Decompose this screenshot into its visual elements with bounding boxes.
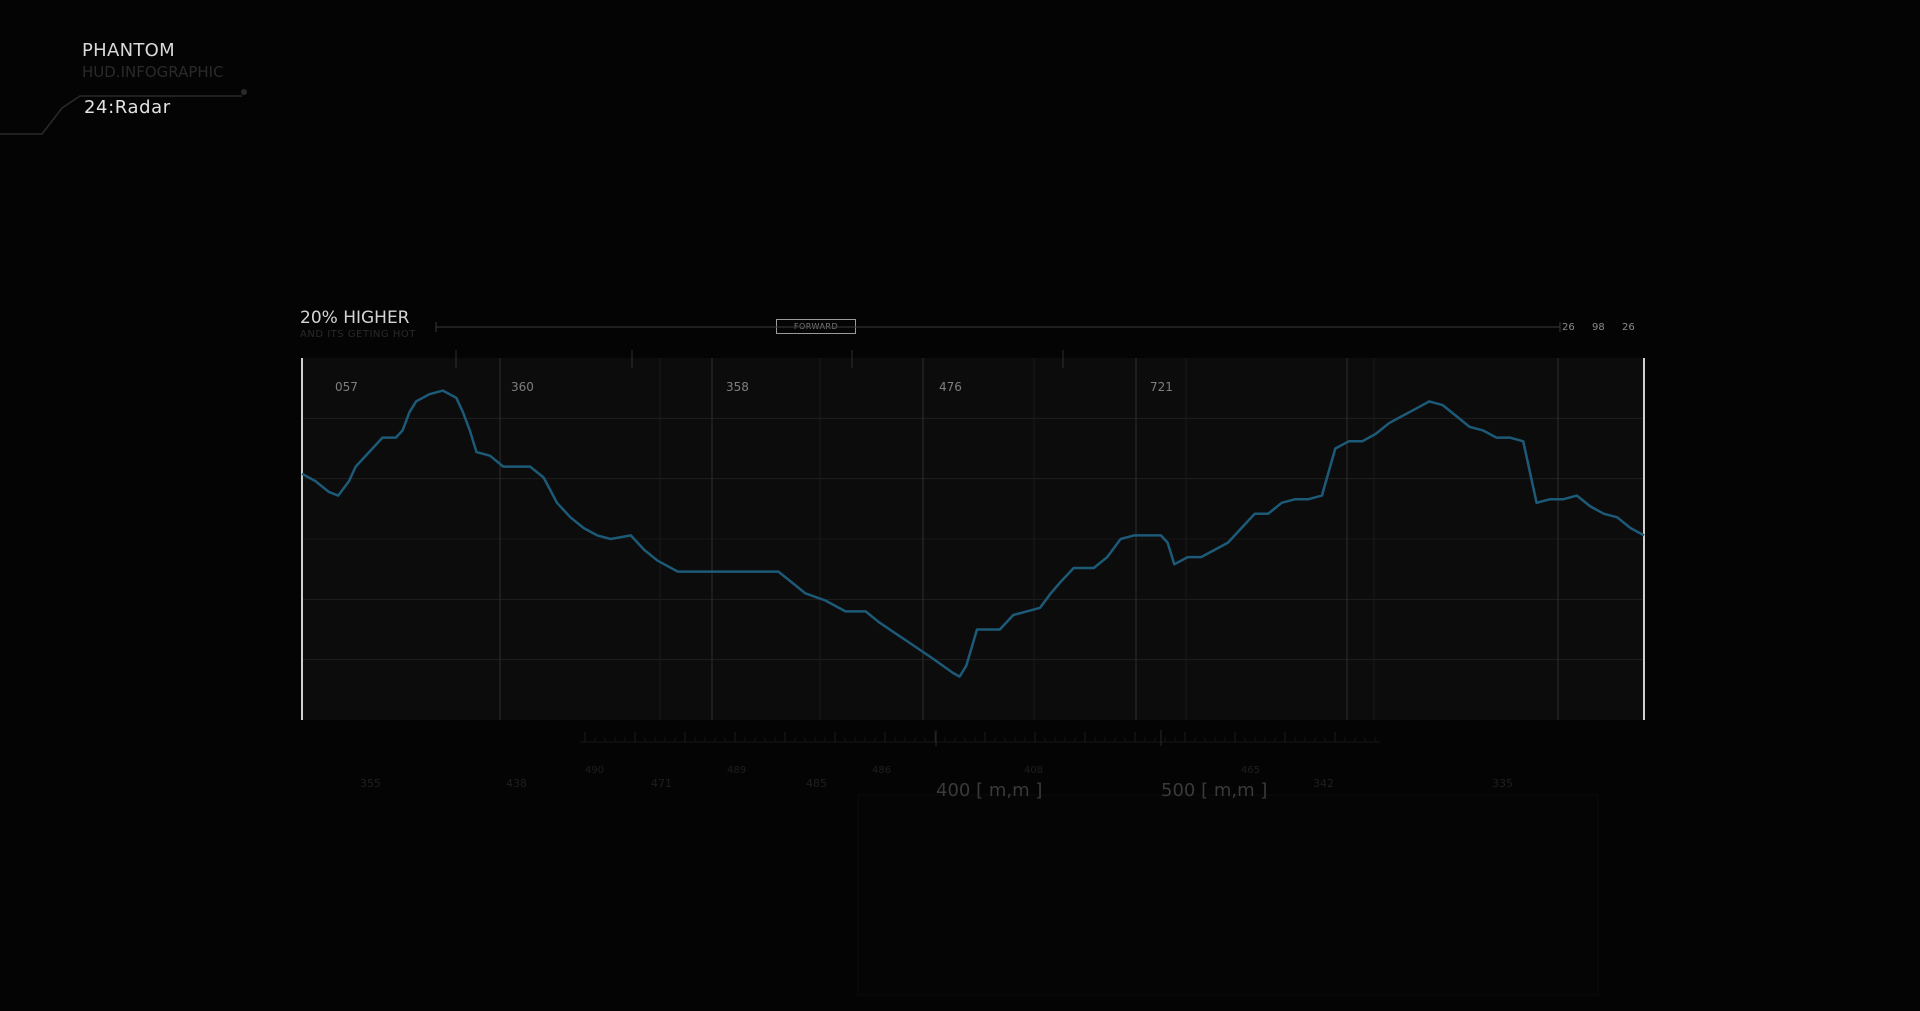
episode-label: 24:Radar <box>84 97 171 118</box>
scale-number-upper: 490 <box>585 765 605 776</box>
brand-subtitle: HUD.INFOGRAPHIC <box>82 63 224 81</box>
readout-value-2: 98 <box>1592 322 1605 333</box>
hud-decoration-lines <box>0 89 247 135</box>
chart-headline: 20% HIGHER <box>300 308 410 328</box>
scale-number-upper: 465 <box>1241 765 1261 776</box>
section-label: 057 <box>335 380 358 394</box>
scale-number-upper: 408 <box>1024 765 1044 776</box>
scale-number-upper: 486 <box>872 765 892 776</box>
section-label: 360 <box>511 380 534 394</box>
section-label: 721 <box>1150 380 1173 394</box>
scale-label-500: 500 [ m,m ] <box>1161 780 1268 801</box>
lower-panel-ghost <box>857 794 1599 996</box>
section-label: 358 <box>726 380 749 394</box>
readout-value-1: 26 <box>1562 322 1575 333</box>
scale-number: 355 <box>360 777 381 790</box>
scale-number: 485 <box>806 777 827 790</box>
scale-number-upper: 489 <box>727 765 747 776</box>
brand-title: PHANTOM <box>82 40 175 61</box>
section-label: 476 <box>939 380 962 394</box>
chart-subline: AND ITS GETING HOT <box>300 329 416 340</box>
scale-label-400: 400 [ m,m ] <box>936 780 1043 801</box>
readout-value-3: 26 <box>1622 322 1635 333</box>
scale-number: 342 <box>1313 777 1334 790</box>
scale-number: 438 <box>506 777 527 790</box>
scale-number: 471 <box>651 777 672 790</box>
scale-number: 335 <box>1492 777 1513 790</box>
series-line <box>301 389 1645 678</box>
